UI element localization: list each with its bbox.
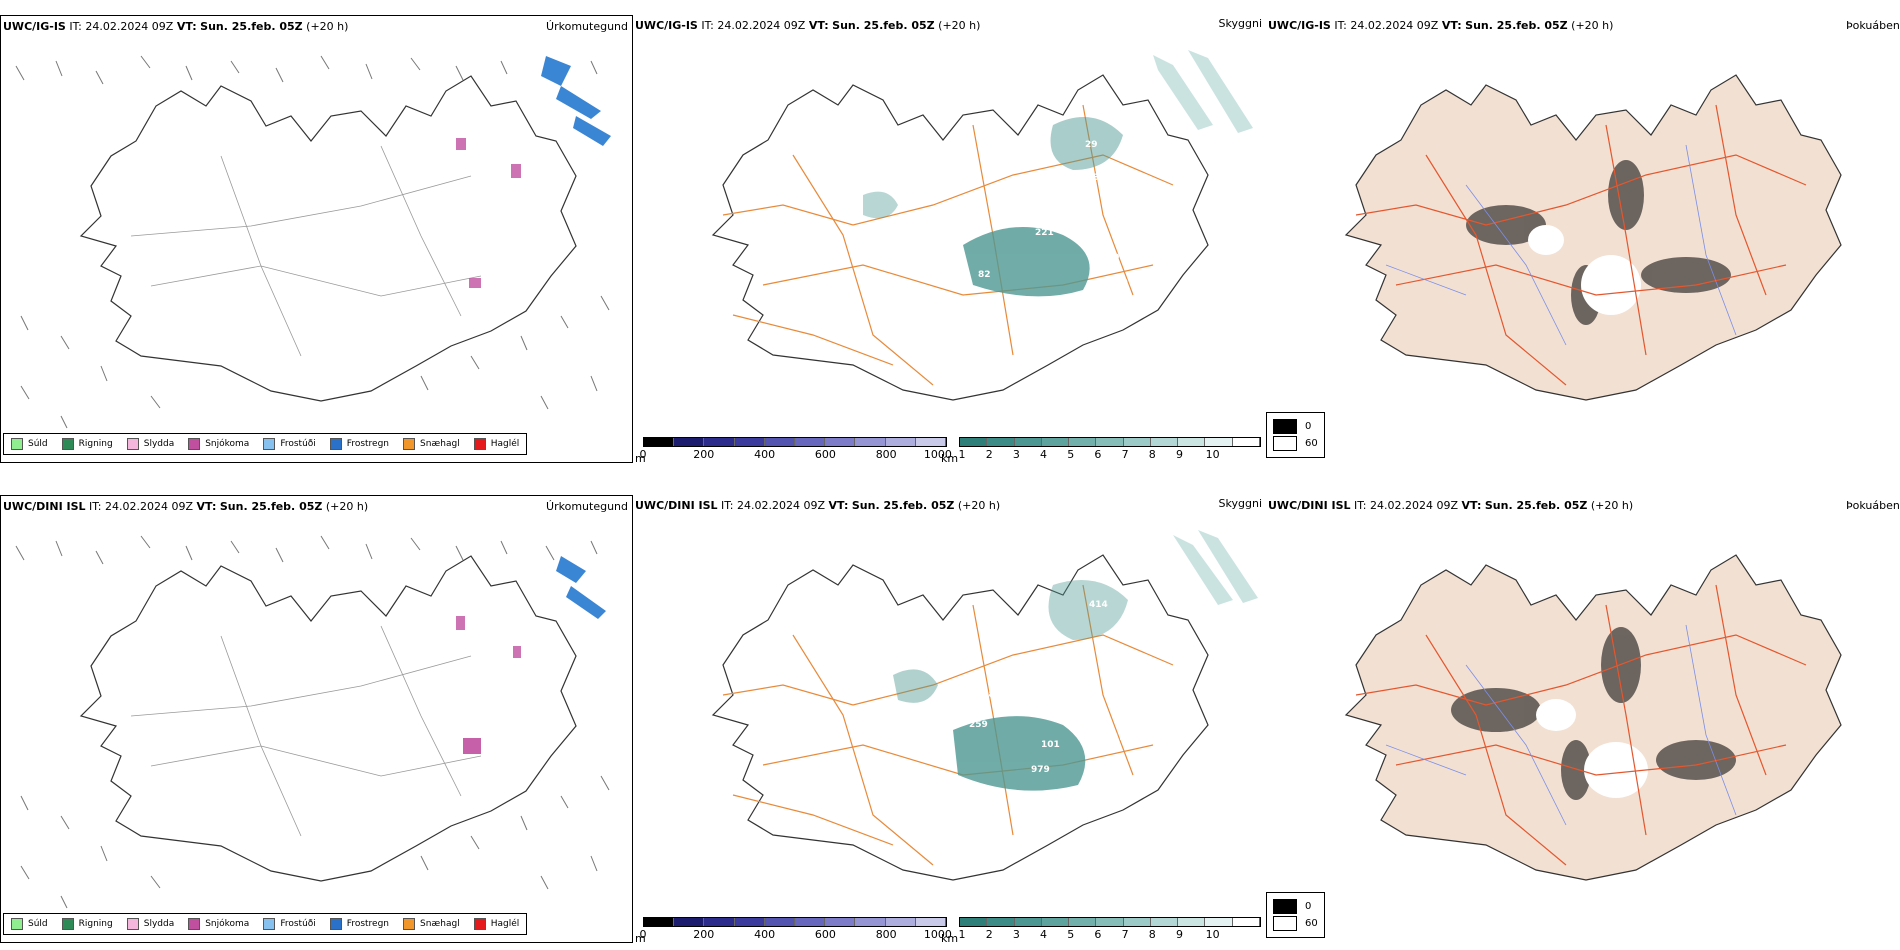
- legend-item: Súld: [4, 434, 55, 454]
- cloud-colorbar-m-bottom: 0 200 400 600 800 1000: [640, 917, 952, 941]
- svg-text:414: 414: [1089, 600, 1108, 610]
- legend-item: Snæhagl: [396, 914, 467, 934]
- legend-item: Snæhagl: [396, 434, 467, 454]
- header-top-fog: UWC/IG-IS IT: 24.02.2024 09Z VT: Sun. 25…: [1268, 19, 1614, 32]
- unit-m-bottom: m: [635, 932, 646, 945]
- precip-panel-top: UWC/IG-IS IT: 24.02.2024 09Z VT: Sun. 25…: [0, 15, 633, 463]
- legend-item: Haglél: [467, 434, 527, 454]
- legend-item: Snjókoma: [181, 434, 256, 454]
- unit-km-top: km: [941, 452, 959, 465]
- cloud-map-bottom: 414 19 1 170 298 259 153 101 979: [712, 530, 1258, 881]
- svg-text:221: 221: [1035, 228, 1054, 238]
- fog-title-bottom: Þokuábendi: [1846, 499, 1900, 512]
- header-bottom-cloud: UWC/DINI ISL IT: 24.02.2024 09Z VT: Sun.…: [635, 499, 1001, 512]
- svg-text:5: 5: [1053, 340, 1059, 350]
- header-top-precip: UWC/IG-IS IT: 24.02.2024 09Z VT: Sun. 25…: [3, 20, 349, 33]
- svg-text:32: 32: [1093, 173, 1106, 183]
- svg-text:170: 170: [1043, 675, 1062, 685]
- svg-text:298: 298: [976, 690, 995, 700]
- precip-legend-bottom: Súld Rigning Slydda Snjókoma Frostúði Fr…: [3, 913, 528, 935]
- header-bottom-fog: UWC/DINI ISL IT: 24.02.2024 09Z VT: Sun.…: [1268, 499, 1634, 512]
- cloud-colorbar-km-top: 1 2 3 4 5 6 7 8 9 10: [959, 437, 1261, 461]
- legend-item: Haglél: [467, 914, 527, 934]
- svg-text:29: 29: [1085, 140, 1098, 150]
- svg-text:19: 19: [1107, 253, 1120, 263]
- cloud-title-bottom: Skyggni: [1218, 497, 1262, 510]
- legend-item: Snjókoma: [181, 914, 256, 934]
- cloud-colorbar-m-top: 0 200 400 600 800 1000: [640, 437, 952, 461]
- cloud-title-top: Skyggni: [1218, 17, 1262, 30]
- svg-text:101: 101: [1041, 740, 1060, 750]
- legend-item: Frostregn: [323, 914, 396, 934]
- fog-legend-top: 0 60: [1266, 412, 1325, 458]
- fog-panel-top: UWC/IG-IS IT: 24.02.2024 09Z VT: Sun. 25…: [1266, 15, 1900, 463]
- fog-panel-bottom: UWC/DINI ISL IT: 24.02.2024 09Z VT: Sun.…: [1266, 495, 1900, 943]
- svg-text:1: 1: [1013, 178, 1019, 188]
- cloud-colorbar-km-bottom: 1 2 3 4 5 6 7 8 9 10: [959, 917, 1261, 941]
- svg-text:38: 38: [1143, 160, 1156, 170]
- legend-item: Rigning: [55, 914, 120, 934]
- svg-text:82: 82: [978, 270, 991, 280]
- cloud-panel-top: UWC/IG-IS IT: 24.02.2024 09Z VT: Sun. 25…: [633, 15, 1266, 465]
- svg-text:1: 1: [1058, 650, 1064, 660]
- svg-text:979: 979: [1031, 765, 1050, 775]
- header-bottom-precip: UWC/DINI ISL IT: 24.02.2024 09Z VT: Sun.…: [3, 500, 369, 513]
- svg-text:259: 259: [969, 720, 988, 730]
- svg-text:140: 140: [1109, 278, 1128, 288]
- precip-panel-bottom: UWC/DINI ISL IT: 24.02.2024 09Z VT: Sun.…: [0, 495, 633, 943]
- legend-item: Slydda: [120, 434, 181, 454]
- precip-title-bottom: Úrkomutegund: [546, 500, 628, 513]
- svg-text:153: 153: [1113, 733, 1132, 743]
- cloud-map-top: 29 32 38 9 221 82 19 140 1 5: [712, 50, 1253, 401]
- legend-item: Slydda: [120, 914, 181, 934]
- precip-legend-top: Súld Rigning Slydda Snjókoma Frostúði Fr…: [3, 433, 528, 455]
- precip-title-top: Úrkomutegund: [546, 20, 628, 33]
- fog-title-top: Þokuábendi: [1846, 19, 1900, 32]
- svg-text:9: 9: [1053, 200, 1059, 210]
- legend-item: Súld: [4, 914, 55, 934]
- header-top-cloud: UWC/IG-IS IT: 24.02.2024 09Z VT: Sun. 25…: [635, 19, 981, 32]
- svg-text:19: 19: [1143, 620, 1156, 630]
- legend-item: Rigning: [55, 434, 120, 454]
- legend-item: Frostregn: [323, 434, 396, 454]
- cloud-panel-bottom: UWC/DINI ISL IT: 24.02.2024 09Z VT: Sun.…: [633, 495, 1266, 945]
- legend-item: Frostúði: [256, 434, 322, 454]
- legend-item: Frostúði: [256, 914, 322, 934]
- fog-legend-bottom: 0 60: [1266, 892, 1325, 938]
- unit-km-bottom: km: [941, 932, 959, 945]
- unit-m-top: m: [635, 452, 646, 465]
- fog-map-bottom: [1345, 554, 1842, 881]
- precip-map-bottom: [15, 535, 610, 909]
- fog-map-top: [1345, 74, 1842, 401]
- precip-map-top: [15, 55, 611, 429]
